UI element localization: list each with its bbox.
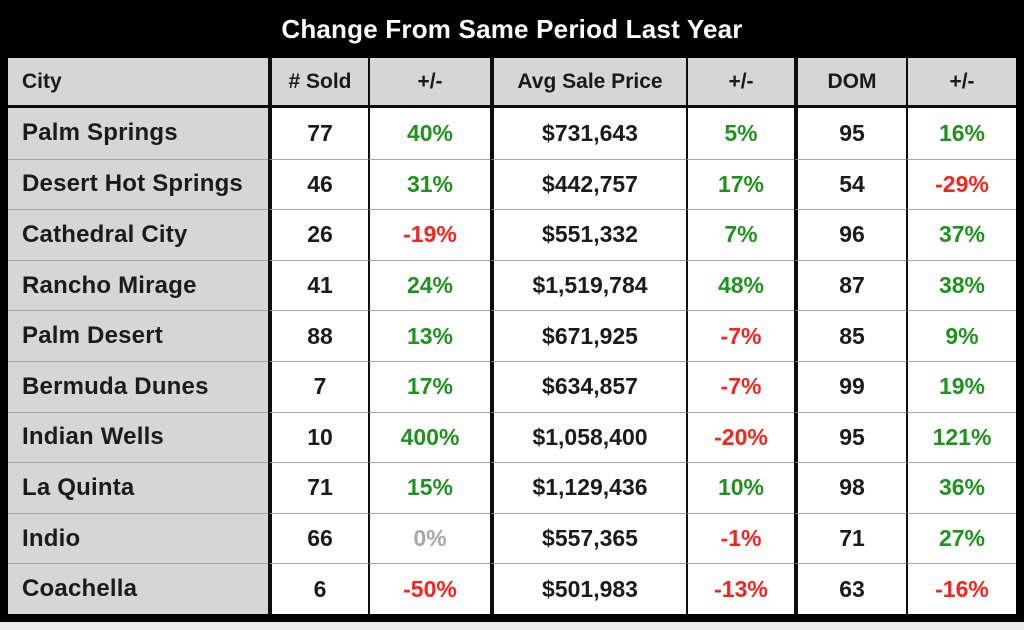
sold-change-cell: 31% xyxy=(368,158,490,210)
header-sold-change: +/- xyxy=(368,58,490,105)
dom-change-cell: 121% xyxy=(906,411,1016,463)
avg-price-cell: $731,643 xyxy=(490,108,686,159)
city-cell: Palm Springs xyxy=(8,108,268,159)
dom-cell: 85 xyxy=(794,310,906,361)
dom-cell: 63 xyxy=(794,563,906,614)
dom-change-cell: 9% xyxy=(906,310,1016,361)
header-sold: # Sold xyxy=(268,58,368,105)
table-row: Indian Wells 10 400% $1,058,400 -20% 95 … xyxy=(8,411,1016,463)
sold-change-cell: 400% xyxy=(368,411,490,463)
price-change-cell: 10% xyxy=(686,462,794,513)
city-cell: Coachella xyxy=(8,563,268,614)
sold-cell: 26 xyxy=(268,209,368,260)
sold-cell: 88 xyxy=(268,310,368,361)
dom-cell: 98 xyxy=(794,462,906,513)
price-change-cell: 7% xyxy=(686,209,794,260)
avg-price-cell: $634,857 xyxy=(490,360,686,412)
avg-price-cell: $551,332 xyxy=(490,209,686,260)
dom-cell: 54 xyxy=(794,158,906,210)
table-body: Palm Springs 77 40% $731,643 5% 95 16% D… xyxy=(8,108,1016,614)
city-cell: Indio xyxy=(8,512,268,564)
dom-cell: 99 xyxy=(794,360,906,412)
dom-cell: 71 xyxy=(794,512,906,564)
table-row: Palm Springs 77 40% $731,643 5% 95 16% xyxy=(8,108,1016,159)
sold-change-cell: -50% xyxy=(368,563,490,614)
header-dom: DOM xyxy=(794,58,906,105)
avg-price-cell: $1,519,784 xyxy=(490,259,686,311)
sold-cell: 46 xyxy=(268,158,368,210)
dom-cell: 95 xyxy=(794,411,906,463)
avg-price-cell: $557,365 xyxy=(490,512,686,564)
sold-change-cell: 17% xyxy=(368,360,490,412)
header-avg-price: Avg Sale Price xyxy=(490,58,686,105)
table-row: Palm Desert 88 13% $671,925 -7% 85 9% xyxy=(8,310,1016,361)
avg-price-cell: $442,757 xyxy=(490,158,686,210)
header-price-change: +/- xyxy=(686,58,794,105)
price-change-cell: -1% xyxy=(686,512,794,564)
avg-price-cell: $671,925 xyxy=(490,310,686,361)
table-row: Coachella 6 -50% $501,983 -13% 63 -16% xyxy=(8,563,1016,614)
price-change-cell: 48% xyxy=(686,259,794,311)
city-cell: Indian Wells xyxy=(8,411,268,463)
dom-change-cell: 19% xyxy=(906,360,1016,412)
avg-price-cell: $1,129,436 xyxy=(490,462,686,513)
table-row: Rancho Mirage 41 24% $1,519,784 48% 87 3… xyxy=(8,259,1016,311)
city-cell: Palm Desert xyxy=(8,310,268,361)
table-row: Cathedral City 26 -19% $551,332 7% 96 37… xyxy=(8,209,1016,260)
sold-change-cell: -19% xyxy=(368,209,490,260)
price-change-cell: -7% xyxy=(686,360,794,412)
dom-cell: 95 xyxy=(794,108,906,159)
sold-change-cell: 40% xyxy=(368,108,490,159)
table-row: Indio 66 0% $557,365 -1% 71 27% xyxy=(8,512,1016,564)
dom-change-cell: 16% xyxy=(906,108,1016,159)
sold-change-cell: 0% xyxy=(368,512,490,564)
header-city: City xyxy=(22,69,62,93)
table-row: Bermuda Dunes 7 17% $634,857 -7% 99 19% xyxy=(8,360,1016,412)
dom-change-cell: -16% xyxy=(906,563,1016,614)
city-cell: Desert Hot Springs xyxy=(8,158,268,210)
sold-cell: 7 xyxy=(268,360,368,412)
sold-cell: 71 xyxy=(268,462,368,513)
price-change-cell: 17% xyxy=(686,158,794,210)
price-change-cell: 5% xyxy=(686,108,794,159)
dom-change-cell: 36% xyxy=(906,462,1016,513)
city-cell: Cathedral City xyxy=(8,209,268,260)
city-cell: La Quinta xyxy=(8,462,268,513)
table-header-row: City # Sold +/- Avg Sale Price +/- DOM +… xyxy=(8,58,1016,108)
table-row: Desert Hot Springs 46 31% $442,757 17% 5… xyxy=(8,158,1016,210)
sold-cell: 6 xyxy=(268,563,368,614)
dom-cell: 96 xyxy=(794,209,906,260)
dom-change-cell: 38% xyxy=(906,259,1016,311)
price-change-cell: -7% xyxy=(686,310,794,361)
table-title: Change From Same Period Last Year xyxy=(281,13,743,44)
header-dom-change: +/- xyxy=(906,58,1016,105)
price-change-cell: -20% xyxy=(686,411,794,463)
sold-cell: 77 xyxy=(268,108,368,159)
sold-cell: 10 xyxy=(268,411,368,463)
dom-change-cell: -29% xyxy=(906,158,1016,210)
dom-cell: 87 xyxy=(794,259,906,311)
avg-price-cell: $501,983 xyxy=(490,563,686,614)
table-title-band: Change From Same Period Last Year xyxy=(8,0,1016,58)
sold-change-cell: 15% xyxy=(368,462,490,513)
dom-change-cell: 27% xyxy=(906,512,1016,564)
sold-cell: 41 xyxy=(268,259,368,311)
table-row: La Quinta 71 15% $1,129,436 10% 98 36% xyxy=(8,462,1016,513)
sold-change-cell: 13% xyxy=(368,310,490,361)
dom-change-cell: 37% xyxy=(906,209,1016,260)
sold-change-cell: 24% xyxy=(368,259,490,311)
price-change-cell: -13% xyxy=(686,563,794,614)
sold-cell: 66 xyxy=(268,512,368,564)
city-cell: Bermuda Dunes xyxy=(8,360,268,412)
avg-price-cell: $1,058,400 xyxy=(490,411,686,463)
city-cell: Rancho Mirage xyxy=(8,259,268,311)
